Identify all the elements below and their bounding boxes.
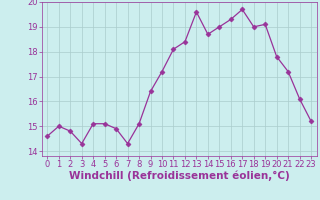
X-axis label: Windchill (Refroidissement éolien,°C): Windchill (Refroidissement éolien,°C) — [69, 171, 290, 181]
